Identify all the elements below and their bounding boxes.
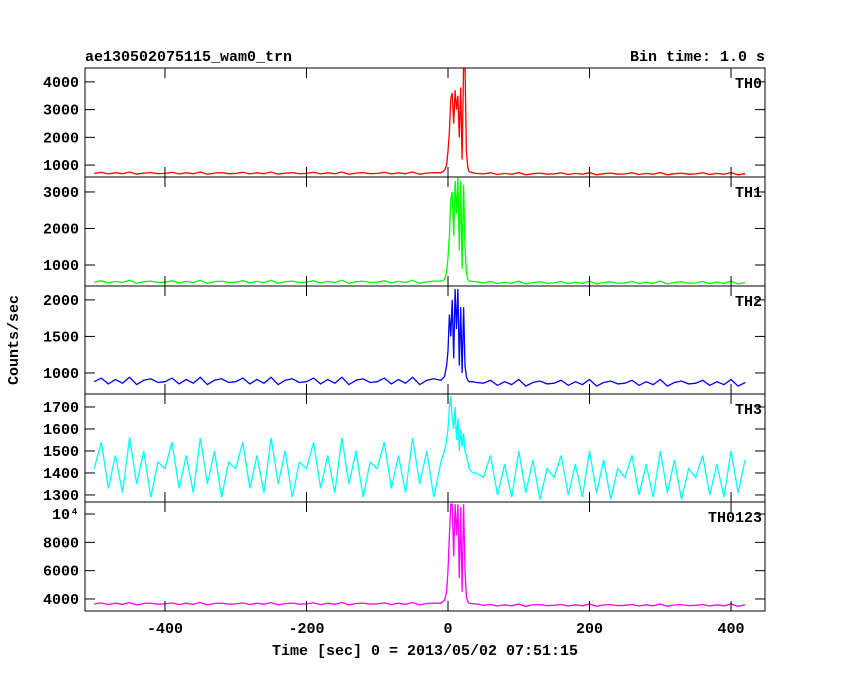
- y-tick-label: 1500: [43, 329, 79, 346]
- y-tick-label: 1400: [43, 466, 79, 483]
- light-curve: [94, 68, 746, 176]
- y-tick-label: 1600: [43, 422, 79, 439]
- panel-label: TH2: [735, 294, 762, 311]
- y-tick-label: 1300: [43, 488, 79, 505]
- y-tick-label: 2000: [43, 130, 79, 147]
- y-tick-label: 3000: [43, 185, 79, 202]
- panel-frame: [84, 285, 766, 395]
- light-curve: [94, 503, 746, 607]
- x-axis-label: Time [sec] 0 = 2013/05/02 07:51:15: [272, 643, 578, 660]
- y-tick-label: 1000: [43, 366, 79, 383]
- light-curve: [94, 177, 746, 285]
- light-curve: [93, 288, 746, 387]
- y-tick-label: 1000: [43, 158, 79, 175]
- y-tick-label: 1500: [43, 444, 79, 461]
- chart-subtitle: Bin time: 1.0 s: [630, 49, 765, 66]
- y-tick-label: 2000: [43, 221, 79, 238]
- x-tick-label: -400: [147, 621, 183, 638]
- panel-frame: [84, 67, 766, 178]
- y-tick-label: 1000: [43, 258, 79, 275]
- y-tick-label: 4000: [43, 592, 79, 609]
- panel-label: TH3: [735, 402, 762, 419]
- x-tick-label: 0: [443, 621, 452, 638]
- y-tick-label: 3000: [43, 103, 79, 120]
- x-tick-label: 400: [718, 621, 745, 638]
- y-tick-label: 2000: [43, 293, 79, 310]
- light-curve: [93, 395, 746, 500]
- chart-title: ae130502075115_wam0_trn: [85, 49, 292, 66]
- y-tick-label: 10⁴: [52, 507, 79, 524]
- x-tick-label: 200: [576, 621, 603, 638]
- y-tick-label: 8000: [43, 535, 79, 552]
- panel-frame: [84, 501, 766, 612]
- panel-frame: [84, 393, 766, 503]
- y-tick-label: 4000: [43, 75, 79, 92]
- panel-label: TH0: [735, 76, 762, 93]
- y-tick-label: 6000: [43, 564, 79, 581]
- panel-label: TH1: [735, 185, 762, 202]
- x-tick-label: -200: [288, 621, 324, 638]
- panel-label: TH0123: [708, 510, 762, 527]
- y-axis-label: Counts/sec: [6, 295, 23, 385]
- panel-frame: [84, 176, 766, 287]
- y-tick-label: 1700: [43, 400, 79, 417]
